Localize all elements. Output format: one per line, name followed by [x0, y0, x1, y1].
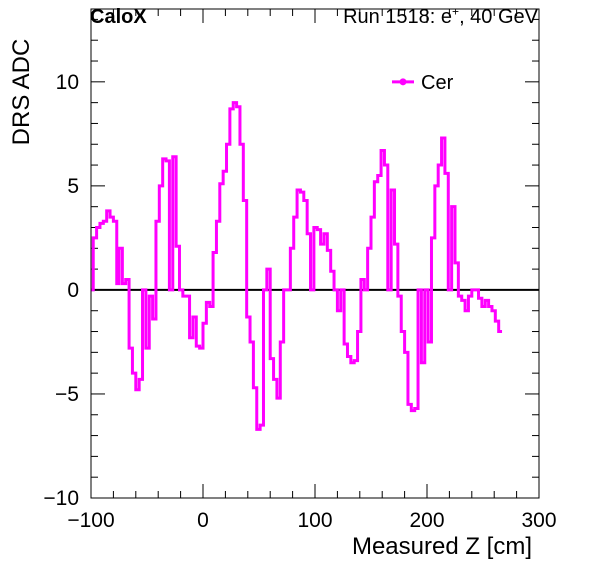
x-tick-label: 0 [197, 509, 209, 532]
y-tick-label: 0 [67, 279, 79, 302]
run-label: Run 1518: e [343, 6, 453, 28]
x-tick-label: 100 [297, 509, 332, 532]
plot-frame [90, 8, 540, 499]
legend-entry-label: Cer [421, 72, 454, 94]
x-tick-label: −100 [67, 509, 114, 532]
y-tick-label: −10 [43, 487, 79, 510]
run-title: Run 1518: e+, 40 GeV [343, 4, 538, 29]
x-tick-label: 300 [521, 509, 556, 532]
y-axis-label: DRS ADC [8, 38, 35, 146]
y-tick-label: −5 [55, 383, 79, 406]
experiment-title: CaloX [90, 6, 147, 28]
x-axis-label: Measured Z [cm] [351, 533, 532, 560]
y-tick-label: 5 [67, 175, 79, 198]
x-tick-label: 200 [409, 509, 444, 532]
y-tick-label: 10 [56, 71, 79, 94]
run-label-superscript: + [452, 4, 460, 19]
legend-marker-dot [399, 78, 407, 86]
run-label-energy: , 40 GeV [459, 6, 538, 28]
series-cer-step-line [91, 101, 503, 431]
